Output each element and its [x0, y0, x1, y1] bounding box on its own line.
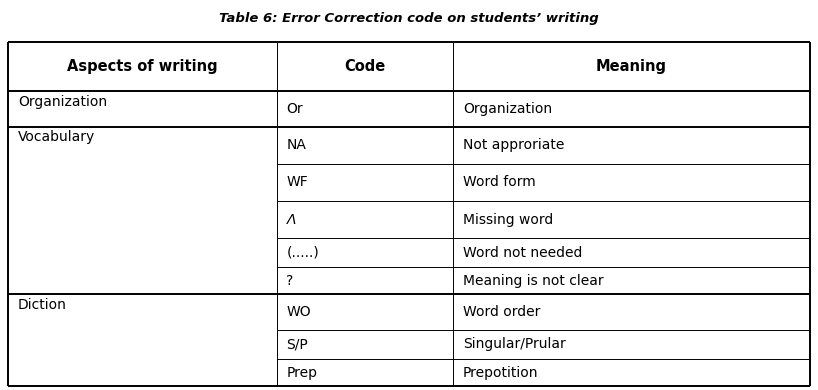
- Bar: [453, 127, 810, 164]
- Text: WO: WO: [286, 305, 311, 319]
- Bar: [8, 91, 276, 127]
- Text: NA: NA: [286, 138, 306, 152]
- Bar: [453, 164, 810, 201]
- Bar: [8, 127, 276, 164]
- Bar: [453, 91, 810, 127]
- Bar: [8, 43, 276, 91]
- Bar: [8, 267, 276, 294]
- Text: (.....): (.....): [286, 246, 319, 260]
- Text: Singular/Prular: Singular/Prular: [463, 337, 565, 351]
- Text: Diction: Diction: [18, 298, 67, 312]
- Bar: [276, 359, 453, 386]
- Bar: [453, 359, 810, 386]
- Bar: [8, 359, 276, 386]
- Text: Organization: Organization: [463, 102, 552, 116]
- Text: Meaning: Meaning: [596, 59, 667, 74]
- Bar: [276, 294, 453, 330]
- Bar: [276, 127, 453, 164]
- Bar: [453, 201, 810, 238]
- Bar: [453, 43, 810, 91]
- Bar: [276, 238, 453, 267]
- Text: ?: ?: [286, 274, 294, 288]
- Bar: [276, 201, 453, 238]
- Text: Vocabulary: Vocabulary: [18, 130, 95, 144]
- Bar: [8, 238, 276, 267]
- Bar: [276, 330, 453, 359]
- Text: Prep: Prep: [286, 365, 317, 379]
- Text: Table 6: Error Correction code on students’ writing: Table 6: Error Correction code on studen…: [219, 12, 599, 25]
- Text: Aspects of writing: Aspects of writing: [67, 59, 218, 74]
- Bar: [8, 330, 276, 359]
- Bar: [276, 164, 453, 201]
- Bar: [453, 267, 810, 294]
- Text: Λ: Λ: [286, 213, 296, 227]
- Text: Not approriate: Not approriate: [463, 138, 564, 152]
- Bar: [276, 43, 453, 91]
- Bar: [453, 294, 810, 330]
- Text: Word not needed: Word not needed: [463, 246, 582, 260]
- Text: Organization: Organization: [18, 95, 107, 109]
- Bar: [8, 164, 276, 201]
- Bar: [276, 91, 453, 127]
- Text: Or: Or: [286, 102, 303, 116]
- Text: WF: WF: [286, 176, 308, 190]
- Bar: [276, 267, 453, 294]
- Text: Word form: Word form: [463, 176, 536, 190]
- Text: Prepotition: Prepotition: [463, 365, 538, 379]
- Text: Code: Code: [344, 59, 385, 74]
- Bar: [453, 238, 810, 267]
- Text: Word order: Word order: [463, 305, 540, 319]
- Bar: [8, 294, 276, 330]
- Text: Missing word: Missing word: [463, 213, 553, 227]
- Bar: [8, 201, 276, 238]
- Text: Meaning is not clear: Meaning is not clear: [463, 274, 604, 288]
- Bar: [453, 330, 810, 359]
- Text: S/P: S/P: [286, 337, 308, 351]
